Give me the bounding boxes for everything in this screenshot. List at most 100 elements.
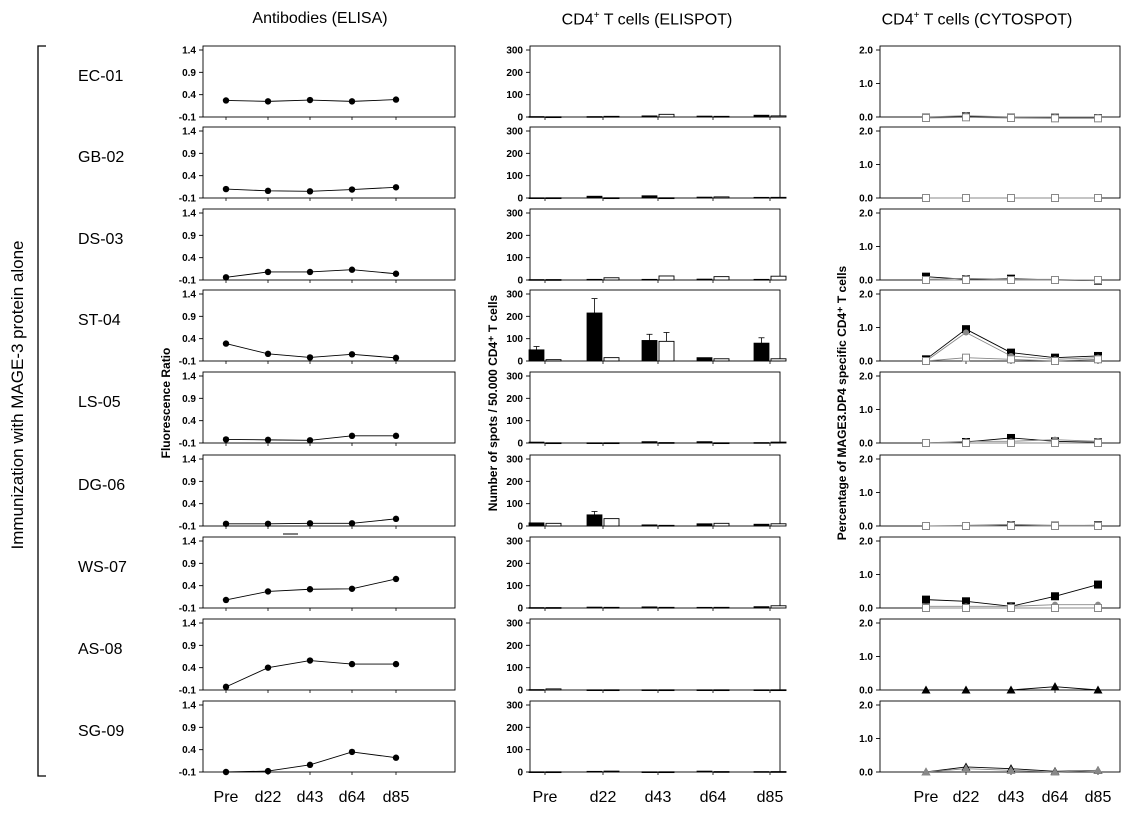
elispot-bar-black: [528, 349, 545, 362]
panel-frame: [202, 126, 456, 199]
elispot-y-label: Number of spots / 50.000 CD4⁺ T cells: [486, 294, 500, 512]
cytospot-square: [1094, 580, 1102, 589]
y-tick-label: 2.0: [859, 537, 873, 548]
elisa-point: [348, 432, 356, 440]
y-tick-label: 0.9: [182, 723, 196, 734]
elispot-bar-white: [545, 607, 562, 609]
cytospot-open-square: [922, 604, 930, 612]
cytospot-open-square: [1094, 276, 1102, 284]
y-tick-label: 1.4: [182, 46, 196, 57]
elispot-bar-white: [658, 275, 675, 281]
y-tick-label: 300: [506, 209, 523, 220]
y-tick-label: -0.1: [179, 604, 197, 615]
cytospot-triangle: [961, 685, 971, 694]
elispot-bar-black: [641, 524, 658, 527]
elisa-point: [306, 268, 314, 276]
y-tick-label: 0.9: [182, 149, 196, 160]
x-tick-label: d64: [338, 789, 366, 806]
cytospot-open-square: [962, 276, 970, 284]
cytospot-square: [962, 597, 970, 606]
panel-frame: [879, 618, 1121, 691]
elispot-bar-black: [586, 195, 603, 199]
elisa-point: [264, 98, 272, 105]
elispot-bar-white: [603, 115, 620, 118]
elisa-point: [392, 354, 400, 362]
cytospot-open-square: [962, 353, 970, 362]
x-tick-label: d64: [699, 789, 727, 806]
y-tick-label: 100: [506, 745, 523, 756]
elispot-bar-black: [586, 689, 603, 691]
y-tick-label: 0.4: [182, 663, 196, 674]
y-tick-label: 300: [506, 372, 523, 383]
panel-frame: [202, 45, 456, 118]
elisa-point: [392, 96, 400, 103]
elisa-point: [392, 270, 400, 277]
y-tick-label: 1.4: [182, 290, 196, 301]
elisa-point: [264, 767, 272, 775]
cytospot-open-square: [922, 357, 930, 365]
x-tick-label: d22: [952, 789, 980, 806]
cytospot-open-square: [1094, 604, 1102, 612]
elisa-point: [222, 436, 230, 443]
panel-frame: [529, 126, 781, 199]
cytospot-open-square: [962, 522, 970, 530]
panel-frame: [202, 371, 456, 444]
y-tick-label: 1.0: [859, 323, 873, 334]
elispot-bar-white: [770, 275, 787, 281]
y-tick-label: 200: [506, 149, 523, 160]
y-tick-label: 100: [506, 253, 523, 264]
elispot-bar-black: [696, 196, 713, 199]
x-tick-label: d85: [756, 789, 784, 806]
elispot-bar-black: [528, 607, 545, 609]
y-tick-label: 1.0: [859, 652, 873, 663]
y-tick-label: 200: [506, 231, 523, 242]
y-tick-label: 0.9: [182, 312, 196, 323]
elispot-bar-white: [770, 196, 787, 199]
y-tick-label: 1.0: [859, 160, 873, 171]
y-tick-label: 1.0: [859, 405, 873, 416]
y-tick-label: 1.4: [182, 701, 196, 712]
y-tick-label: 1.4: [182, 537, 196, 548]
cytospot-open-square: [1094, 355, 1102, 364]
elispot-bar-white: [713, 771, 730, 773]
elispot-bar-white: [658, 771, 675, 774]
cohort-label: Immunization with MAGE-3 protein alone: [8, 240, 27, 550]
y-tick-label: 200: [506, 394, 523, 405]
x-tick-label: d64: [1041, 789, 1069, 806]
elisa-point: [348, 660, 356, 668]
elispot-bar-black: [753, 606, 770, 609]
elisa-point: [392, 575, 400, 583]
y-tick-label: 1.4: [182, 455, 196, 466]
elispot-bar-white: [545, 771, 562, 774]
y-tick-label: 1.4: [182, 127, 196, 138]
cytospot-open-square: [1007, 522, 1015, 530]
patient-label: LS-05: [78, 394, 121, 411]
y-tick-label: 300: [506, 701, 523, 712]
panel-frame: [529, 208, 781, 281]
y-tick-label: 1.4: [182, 619, 196, 630]
cytospot-triangle: [1093, 765, 1103, 774]
elisa-point: [348, 585, 356, 592]
cytospot-open-square: [962, 604, 970, 612]
cytospot-open-square: [1007, 604, 1015, 612]
cytospot-open-square: [962, 113, 970, 122]
patient-label: DS-03: [78, 231, 124, 248]
elispot-bar-black: [753, 114, 770, 118]
y-tick-label: 0.4: [182, 581, 196, 592]
elispot-bar-black: [641, 689, 658, 691]
elispot-bar-black: [696, 689, 713, 691]
y-tick-label: 0: [517, 522, 523, 533]
elispot-bar-white: [603, 689, 620, 692]
cytospot-open-square: [1094, 439, 1102, 447]
elispot-bar-white: [603, 770, 620, 773]
y-tick-label: 100: [506, 663, 523, 674]
y-tick-label: 1.0: [859, 79, 873, 90]
elispot-bar-white: [658, 442, 675, 444]
elispot-bar-white: [713, 606, 730, 609]
panel-frame: [202, 700, 456, 773]
y-tick-label: 0.9: [182, 477, 196, 488]
y-tick-label: -0.1: [179, 113, 197, 124]
elispot-bar-white: [770, 605, 787, 609]
elisa-y-label: Fluorescence Ratio: [159, 347, 173, 459]
cytospot-triangle: [921, 767, 931, 776]
